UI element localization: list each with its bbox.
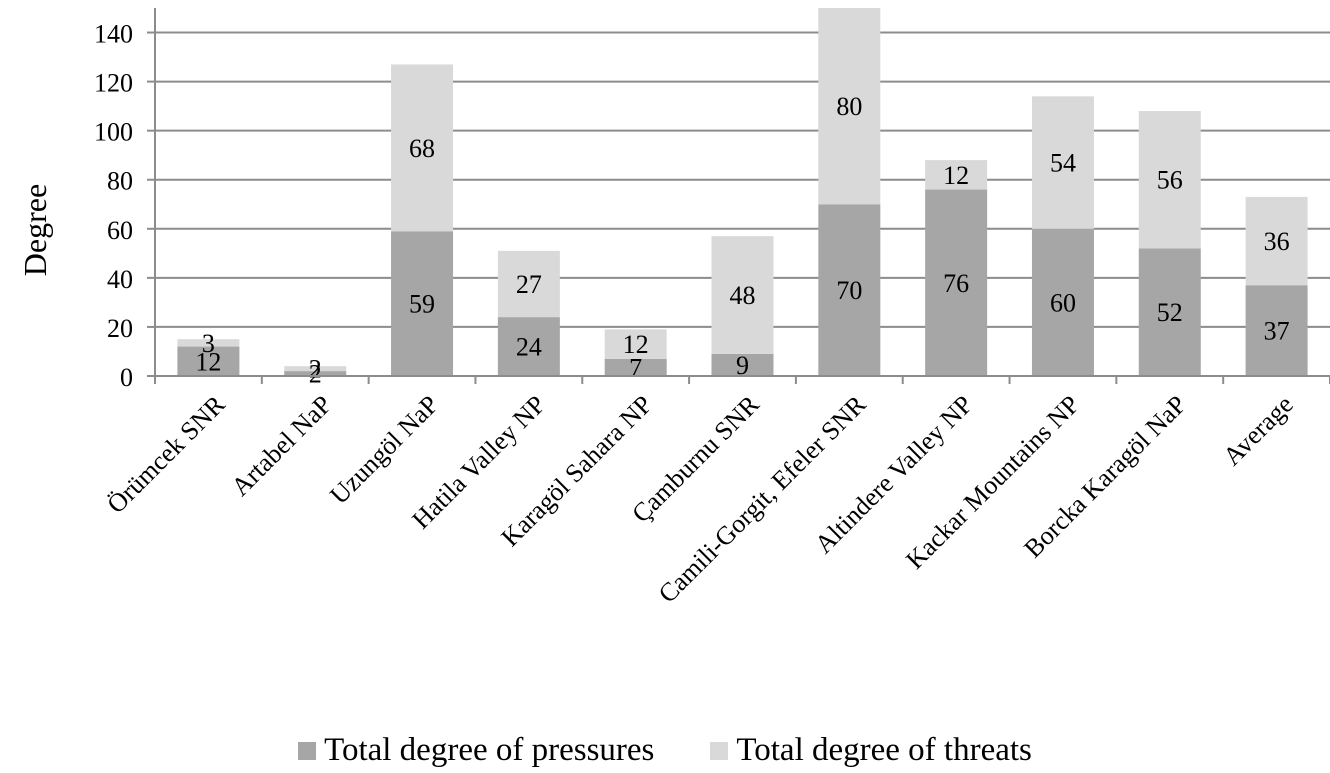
- bar-threats: [818, 8, 881, 205]
- x-tick-label: Örümcek SNR: [101, 389, 231, 519]
- data-label-threats: 48: [730, 281, 756, 310]
- bar-threats: [604, 329, 667, 359]
- data-label-pressures: 12: [195, 347, 221, 376]
- bar-threats: [711, 236, 774, 354]
- bar-threats: [284, 366, 347, 372]
- legend-item-threats: Total degree of threats: [710, 732, 1032, 769]
- data-label-pressures: 24: [516, 333, 542, 362]
- data-label-pressures: 9: [736, 351, 749, 380]
- data-label-threats: 56: [1157, 166, 1183, 195]
- y-tick-label: 140: [94, 20, 133, 49]
- data-label-threats: 27: [516, 270, 542, 299]
- data-label-threats: 54: [1050, 149, 1076, 178]
- bar-threats: [1245, 196, 1308, 286]
- bar-pressures: [1245, 285, 1308, 376]
- bar-pressures: [711, 353, 774, 376]
- y-axis-label: Degree: [17, 184, 53, 276]
- bar-threats: [177, 339, 240, 347]
- y-tick-label: 80: [107, 167, 133, 196]
- bar-pressures: [497, 317, 560, 376]
- bar-pressures: [284, 371, 347, 376]
- bar-threats: [1138, 111, 1201, 249]
- data-label-threats: 12: [623, 330, 649, 359]
- x-tick-label: Artabel NaP: [226, 390, 338, 502]
- data-label-threats: 36: [1264, 227, 1290, 256]
- legend-swatch-pressures: [298, 741, 317, 760]
- y-tick-label: 0: [120, 363, 133, 392]
- data-label-threats: 68: [409, 134, 435, 163]
- y-tick-label: 20: [107, 314, 133, 343]
- data-label-threats: 3: [202, 329, 215, 358]
- x-tick-label: Kackar Mountains NP: [900, 390, 1085, 575]
- data-label-pressures: 60: [1050, 288, 1076, 317]
- legend-label-pressures: Total degree of pressures: [324, 732, 655, 768]
- data-label-threats: 80: [836, 92, 862, 121]
- bar-pressures: [1031, 228, 1094, 376]
- bar-pressures: [604, 358, 667, 376]
- data-label-threats: 12: [943, 161, 969, 190]
- data-label-pressures: 52: [1157, 298, 1183, 327]
- y-tick-label: 120: [94, 69, 133, 98]
- y-tick-label: 100: [94, 118, 133, 147]
- legend: Total degree of pressures Total degree o…: [0, 728, 1330, 773]
- x-tick-label: Uzungöl NaP: [324, 390, 444, 510]
- y-tick-label: 60: [107, 216, 133, 245]
- bar-pressures: [925, 189, 988, 376]
- legend-label-threats: Total degree of threats: [736, 732, 1032, 768]
- bar-threats: [1031, 96, 1094, 229]
- x-tick-label: Average: [1217, 390, 1298, 471]
- legend-swatch-threats: [710, 741, 729, 760]
- gridlines: [155, 31, 1330, 328]
- bar-threats: [391, 64, 454, 232]
- bar-pressures: [177, 346, 240, 376]
- bar-pressures: [391, 231, 454, 376]
- data-label-pressures: 76: [943, 269, 969, 298]
- data-label-pressures: 37: [1264, 317, 1290, 346]
- bar-threats: [497, 250, 560, 318]
- data-label-threats: 2: [309, 355, 322, 384]
- data-label-pressures: 2: [309, 360, 322, 389]
- bar-pressures: [1138, 248, 1201, 376]
- x-tick-label: Camili-Gorgit, Efeler SNR: [653, 389, 872, 608]
- bar-pressures: [818, 204, 881, 376]
- legend-item-pressures: Total degree of pressures: [298, 732, 654, 769]
- data-label-pressures: 59: [409, 290, 435, 319]
- bar-threats: [925, 160, 988, 190]
- data-label-pressures: 70: [836, 276, 862, 305]
- bars: [177, 8, 1308, 376]
- y-tick-label: 40: [107, 265, 133, 294]
